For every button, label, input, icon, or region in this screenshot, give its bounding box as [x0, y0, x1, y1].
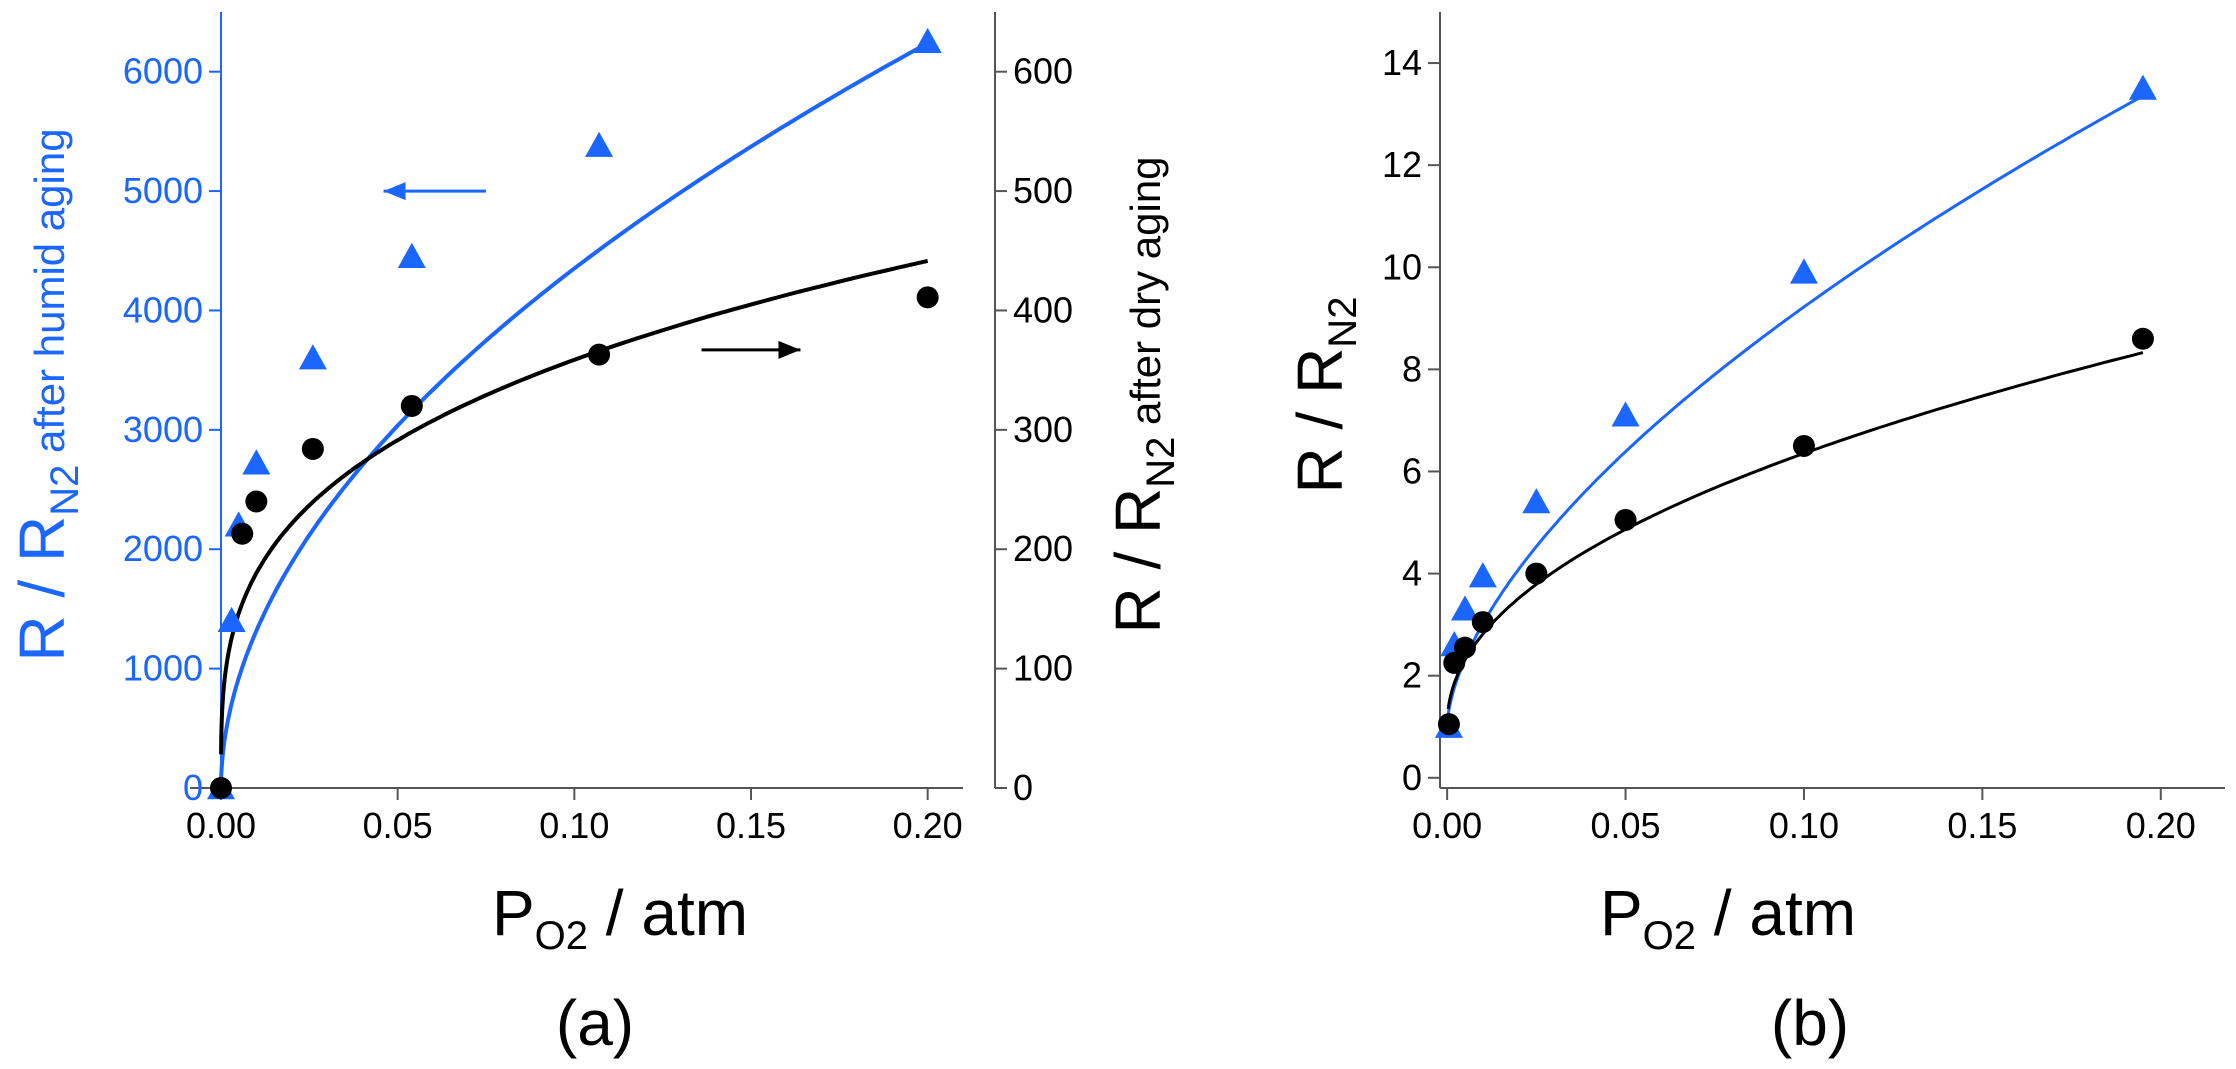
data-point-triangle [1789, 258, 1818, 284]
data-point-circle [245, 490, 268, 513]
right-y-tick-label: 500 [1013, 170, 1073, 211]
left-y-tick-label: 0 [183, 767, 203, 808]
panel-b-axes: 0.00 0.05 0.10 0.15 0.20 0 2 4 6 8 10 12 14 [1382, 12, 2225, 846]
panel-b-y-axis-title: R / RN2 [1284, 297, 1365, 494]
annotation-arrow-head [383, 182, 406, 201]
left-y-tick-label: 12 [1382, 144, 1422, 185]
data-point-circle [1525, 562, 1548, 585]
left-y-tick-label: 2000 [123, 528, 203, 569]
data-point-triangle [217, 606, 246, 633]
fit-curve-humid-aging [219, 41, 929, 782]
right-y-tick-label: 0 [1013, 767, 1033, 808]
panel-a-chart: 0.00 0.05 0.10 0.15 0.2001000200030004000500… [6, 12, 1183, 1059]
panel-a-right-y-axis-title: R / RN2 after dry aging [1102, 156, 1183, 633]
data-point-circle [1614, 508, 1637, 531]
panel-b-x-axis-title: PO2 / atm [1600, 877, 1856, 958]
data-point-circle [1453, 636, 1476, 659]
panel-b-data-points [1434, 74, 2157, 738]
data-point-triangle [397, 242, 426, 268]
data-point-circle [1437, 713, 1460, 736]
left-y-tick-label: 4 [1402, 553, 1422, 594]
x-tick-label: 0.05 [363, 805, 433, 846]
data-point-circle [231, 522, 254, 545]
panel-a-left-y-axis-title: R / RN2 after humid aging [6, 128, 87, 661]
x-tick-label: 0.00 [186, 805, 256, 846]
left-y-tick-label: 6000 [123, 51, 203, 92]
x-tick-label: 0.20 [893, 805, 963, 846]
right-y-tick-label: 200 [1013, 528, 1073, 569]
right-y-tick-label: 400 [1013, 289, 1073, 330]
data-point-circle [1443, 651, 1466, 674]
left-y-tick-label: 4000 [123, 289, 203, 330]
data-point-triangle [1450, 595, 1479, 621]
data-point-circle [1792, 434, 1815, 457]
x-tick-label: 0.15 [1947, 805, 2017, 846]
x-tick-label: 0.00 [1412, 805, 1482, 846]
x-tick-label: 0.10 [539, 805, 609, 846]
data-point-triangle [2128, 74, 2157, 100]
panel-a-annotations [383, 182, 801, 359]
right-y-tick-label: 100 [1013, 648, 1073, 689]
data-point-circle [1471, 611, 1494, 634]
left-y-tick-label: 3000 [123, 409, 203, 450]
data-point-circle [916, 286, 939, 309]
x-tick-label: 0.20 [2126, 805, 2196, 846]
data-point-circle [400, 394, 423, 417]
panel-b-label: (b) [1771, 987, 1849, 1059]
left-y-tick-label: 1000 [123, 648, 203, 689]
panel-b-chart: 0.00 0.05 0.10 0.15 0.20 0 2 4 6 8 10 12 14 PO2 / at… [1284, 12, 2225, 1059]
panel-a-fit-curves [219, 41, 929, 782]
left-y-tick-label: 14 [1382, 42, 1422, 83]
data-point-triangle [913, 27, 942, 54]
data-point-circle [210, 777, 232, 799]
left-y-tick-label: 5000 [123, 170, 203, 211]
left-y-tick-label: 8 [1402, 348, 1422, 389]
left-y-tick-label: 6 [1402, 450, 1422, 491]
data-point-circle [2131, 327, 2154, 350]
data-point-triangle [585, 131, 614, 157]
fit-curve-dry-aging [219, 258, 929, 755]
panel-b-fit-curves [1446, 94, 2144, 716]
left-y-tick-label: 2 [1402, 655, 1422, 696]
x-tick-label: 0.05 [1591, 805, 1661, 846]
data-point-circle [588, 343, 611, 366]
right-y-tick-label: 600 [1013, 51, 1073, 92]
panel-a-axes: 0.00 0.05 0.10 0.15 0.2001000200030004000500… [123, 12, 1073, 846]
data-point-triangle [1611, 401, 1640, 427]
data-point-triangle [1468, 562, 1497, 588]
annotation-arrow-head [778, 340, 801, 359]
data-point-triangle [1522, 488, 1551, 514]
right-y-tick-label: 300 [1013, 409, 1073, 450]
fit-curve-dry-aging [1446, 351, 2144, 710]
fit-curve-humid-aging [1446, 94, 2144, 716]
data-point-triangle [298, 344, 327, 370]
panel-a-label: (a) [556, 987, 634, 1059]
x-tick-label: 0.15 [716, 805, 786, 846]
data-point-triangle [242, 449, 271, 475]
x-tick-label: 0.10 [1769, 805, 1839, 846]
panel-a-x-axis-title: PO2 / atm [492, 877, 748, 958]
left-y-tick-label: 0 [1402, 757, 1422, 798]
panel-a-data-points [207, 27, 942, 800]
data-point-circle [301, 437, 324, 460]
left-y-tick-label: 10 [1382, 246, 1422, 287]
